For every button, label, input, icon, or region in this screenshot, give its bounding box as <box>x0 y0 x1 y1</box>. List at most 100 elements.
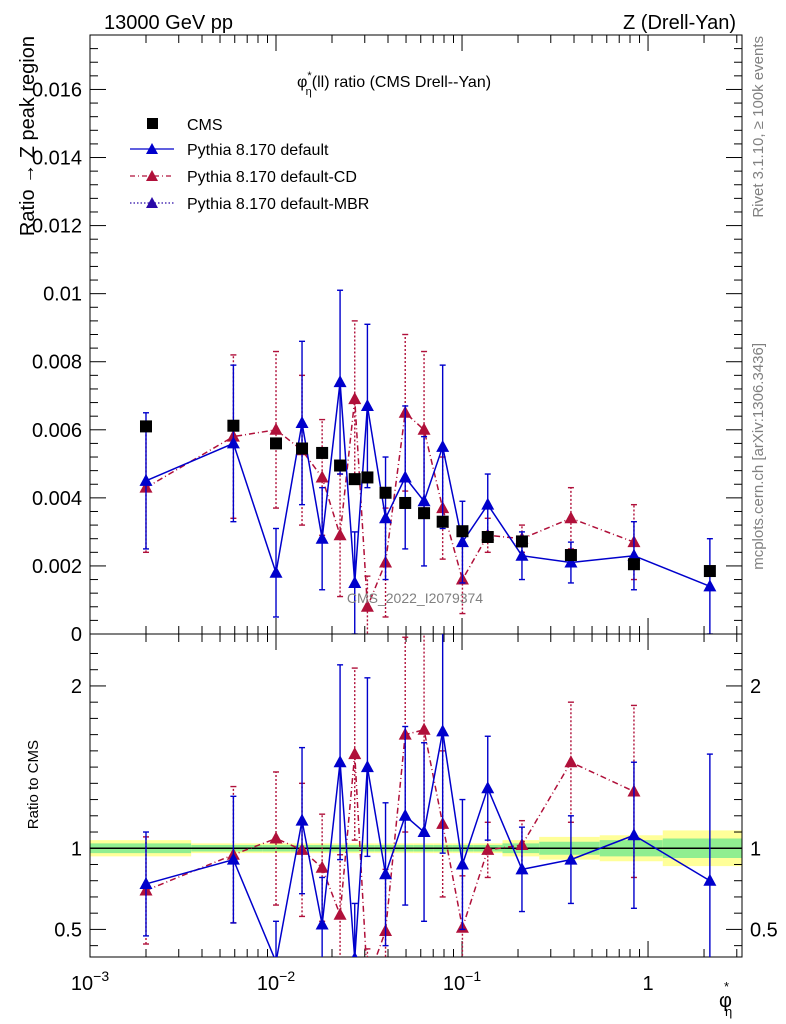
main-panel: 0 0.002 0.004 0.006 0.008 0.01 0.012 0.014 0.016 <box>32 34 743 646</box>
legend-default-label: Pythia 8.170 default <box>187 142 329 159</box>
cms-point <box>481 531 494 544</box>
cms-point <box>418 507 431 520</box>
x-tick-base: 10 <box>443 973 465 995</box>
default-line <box>145 731 711 957</box>
cd-point <box>315 860 329 873</box>
main-ylabel: Ratio → Z peak region <box>17 36 39 236</box>
cms-point <box>399 496 412 509</box>
default-point <box>226 852 240 865</box>
x-axis-label: φ* η <box>719 979 732 1019</box>
x-tick-base: 1 <box>642 973 653 995</box>
default-point <box>295 813 309 826</box>
ratio-panel: 10−3 10−2 10−1 10.5 0.51 12 2 <box>54 633 778 995</box>
x-tick-label: 10−1 <box>443 968 481 995</box>
x-tick-exponent: −2 <box>279 968 295 984</box>
cms-point <box>564 549 577 562</box>
default-point <box>703 873 717 886</box>
default-point <box>481 781 495 794</box>
ratio-ylabel: Ratio to CMS <box>25 740 42 829</box>
main-ytick-label: 0.004 <box>32 488 82 510</box>
cd-point <box>481 842 495 855</box>
cd-point <box>333 907 347 920</box>
cms-point <box>361 471 374 484</box>
default-point <box>351 951 358 957</box>
default-point <box>295 415 309 428</box>
cms-point <box>270 437 283 450</box>
x-tick-label: 1 <box>642 973 653 995</box>
main-title-rest: (ll) ratio (CMS Drell--Yan) <box>312 74 491 91</box>
ratio-ytick-label: 1 <box>71 838 82 860</box>
ratio-ytick-label-right: 0.5 <box>750 919 778 941</box>
x-tick-base: 10 <box>257 973 279 995</box>
default-point <box>515 548 529 561</box>
header-left: 13000 GeV pp <box>104 12 233 34</box>
default-point <box>274 954 278 957</box>
cms-point <box>296 442 309 455</box>
cms-point <box>515 535 528 548</box>
default-point <box>515 862 529 875</box>
cd-point <box>348 392 362 405</box>
main-title-phi: φ <box>297 74 307 91</box>
x-tick-label: 10−2 <box>257 968 295 995</box>
cd-point <box>269 831 283 844</box>
ratio-ytick-label-right: 1 <box>750 838 761 860</box>
legend-cd-marker <box>146 170 158 181</box>
header-right: Z (Drell-Yan) <box>623 12 736 34</box>
cd-point <box>564 755 578 768</box>
main-title-star: * <box>307 70 312 82</box>
cd-point <box>417 422 431 435</box>
default-point <box>379 867 393 880</box>
cms-point <box>456 525 469 538</box>
default-point <box>455 535 469 548</box>
default-point <box>333 375 347 388</box>
default-point <box>269 565 283 578</box>
legend-cd-label: Pythia 8.170 default-CD <box>187 169 357 186</box>
legend-cms-label: CMS <box>187 117 223 134</box>
main-ytick-label: 0.012 <box>32 216 82 238</box>
cd-point <box>269 422 283 435</box>
default-point <box>360 760 374 773</box>
legend-mbr-label: Pythia 8.170 default-MBR <box>187 196 369 213</box>
cd-line <box>145 728 635 957</box>
x-tick-label: 10−3 <box>71 968 109 995</box>
main-ytick-label: 0.014 <box>32 148 82 170</box>
main-ytick-label: 0.002 <box>32 556 82 578</box>
cms-point <box>627 558 640 571</box>
default-point <box>226 436 240 449</box>
cd-point <box>564 511 578 524</box>
cms-point <box>379 486 392 499</box>
default-point <box>564 852 578 865</box>
ratio-ytick-label: 0.5 <box>54 919 82 941</box>
x-axis-label-phi: φ <box>719 990 732 1012</box>
default-point <box>455 857 469 870</box>
main-ytick-label: 0.006 <box>32 420 82 442</box>
x-tick-exponent: −3 <box>93 968 109 984</box>
default-point <box>436 724 450 737</box>
default-point <box>481 497 495 510</box>
ratio-ytick-label-right: 2 <box>750 676 761 698</box>
default-point <box>139 876 153 889</box>
legend-mbr-marker <box>146 197 158 208</box>
cms-point <box>348 473 361 486</box>
default-point <box>315 531 329 544</box>
default-point <box>348 575 362 588</box>
main-ytick-label: 0.016 <box>32 79 82 101</box>
cd-point <box>333 528 347 541</box>
cd-point <box>315 470 329 483</box>
series-cms <box>139 419 716 578</box>
x-axis-label-star: * <box>724 979 729 994</box>
side-label-top: Rivet 3.1.10, ≥ 100k events <box>750 36 767 218</box>
main-ytick-label: 0.008 <box>32 352 82 374</box>
legend-cms-marker <box>147 118 158 129</box>
default-point <box>360 398 374 411</box>
cms-point <box>703 565 716 578</box>
legend-default-marker <box>146 143 158 154</box>
x-axis-label-eta: η <box>725 1004 732 1019</box>
default-point <box>627 828 641 841</box>
x-tick-base: 10 <box>71 973 93 995</box>
cms-point <box>139 420 152 433</box>
default-point <box>703 579 717 592</box>
series-default <box>139 289 717 634</box>
series-default <box>139 634 717 957</box>
